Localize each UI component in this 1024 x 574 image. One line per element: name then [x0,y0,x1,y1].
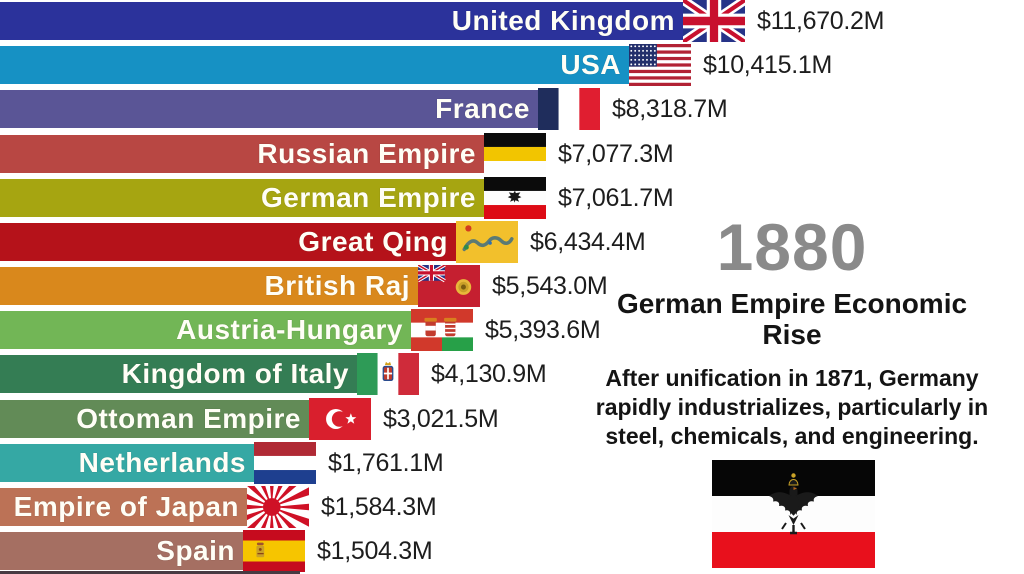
flag-empire-of-japan-icon [247,485,309,528]
bar-label-usa: USA [560,49,621,81]
bar-german-empire: German Empire [0,178,484,217]
flag-austria-hungary-icon [411,309,473,352]
bar-row-russian-empire: Russian Empire $7,077.3M [0,132,1024,175]
bar-great-qing: Great Qing [0,222,456,261]
bar-value-british-raj: $5,543.0M [492,272,608,300]
bar-value-netherlands: $1,761.1M [328,448,444,477]
bar-usa: USA [0,46,629,85]
bar-united-kingdom: United Kingdom [0,2,683,40]
bar-value-spain: $1,504.3M [317,537,433,565]
bar-russian-empire: Russian Empire [0,134,484,173]
bar-netherlands: Netherlands [0,443,254,482]
bar-row-usa: USA $10,415.1M [0,44,1024,87]
bar-row-austria-hungary: Austria-Hungary $5,393.6M [0,309,1024,352]
bar-label-netherlands: Netherlands [78,446,246,478]
bar-value-austria-hungary: $5,393.6M [485,316,601,345]
bar-value-kingdom-of-italy: $4,130.9M [431,360,547,389]
flag-spain-icon [243,530,305,572]
bar-ottoman-empire: Ottoman Empire [0,399,309,438]
bar-row-empire-of-japan: Empire of Japan $1,584.3M [0,485,1024,528]
flag-german-empire-icon [484,176,546,219]
flag-netherlands-icon [254,441,316,484]
bar-empire-of-japan: Empire of Japan [0,487,247,526]
flag-british-raj-icon [418,265,480,307]
bar-label-british-raj: British Raj [264,270,410,301]
bar-value-france: $8,318.7M [612,95,728,124]
bar-france: France [0,90,538,129]
bar-row-united-kingdom: United Kingdom $11,670.2M [0,0,1024,42]
bar-value-russian-empire: $7,077.3M [558,139,674,168]
bar-row-great-qing: Great Qing $6,434.4M [0,220,1024,263]
bar-row-netherlands: Netherlands $1,761.1M [0,441,1024,484]
bar-value-usa: $10,415.1M [703,51,833,80]
bar-value-german-empire: $7,061.7M [558,183,674,212]
bar-value-great-qing: $6,434.4M [530,227,646,256]
bar-spain: Spain [0,532,243,570]
bar-label-great-qing: Great Qing [298,225,448,257]
flag-kingdom-of-italy-icon [357,353,419,396]
bar-label-france: France [435,93,530,125]
bar-value-empire-of-japan: $1,584.3M [321,492,437,521]
bar-value-united-kingdom: $11,670.2M [757,7,885,35]
flag-france-icon [538,88,600,131]
bar-label-german-empire: German Empire [260,181,476,213]
bar-label-empire-of-japan: Empire of Japan [13,490,239,522]
bar-row-spain: Spain $1,504.3M [0,530,1024,572]
flag-russian-empire-icon [484,132,546,175]
bar-row-kingdom-of-italy: Kingdom of Italy $4,130.9M [0,353,1024,396]
bar-austria-hungary: Austria-Hungary [0,311,411,350]
bar-label-austria-hungary: Austria-Hungary [176,314,403,346]
bar-row-german-empire: German Empire $7,061.7M [0,176,1024,219]
flag-great-qing-icon [456,220,518,263]
bar-row-ottoman-empire: Ottoman Empire $3,021.5M [0,397,1024,440]
bar-british-raj: British Raj [0,267,418,305]
flag-usa-icon [629,44,691,87]
bar-label-spain: Spain [156,535,235,566]
bar-label-ottoman-empire: Ottoman Empire [76,402,301,434]
bar-value-ottoman-empire: $3,021.5M [383,404,499,433]
event-description: After unification in 1871, Germany rapid… [595,365,989,449]
bar-label-kingdom-of-italy: Kingdom of Italy [121,358,349,390]
bar-label-russian-empire: Russian Empire [257,137,476,169]
flag-ottoman-empire-icon [309,397,371,440]
bar-kingdom-of-italy: Kingdom of Italy [0,355,357,394]
year-label: 1880 [716,210,868,284]
german-empire-flag-image [712,460,875,568]
event-title: German Empire Economic Rise [616,288,968,350]
bar-row-british-raj: British Raj $5,543.0M [0,265,1024,307]
bar-label-united-kingdom: United Kingdom [451,5,675,36]
partial-next-bar [0,571,300,574]
flag-united-kingdom-icon [683,0,745,42]
bar-row-france: France $8,318.7M [0,88,1024,131]
